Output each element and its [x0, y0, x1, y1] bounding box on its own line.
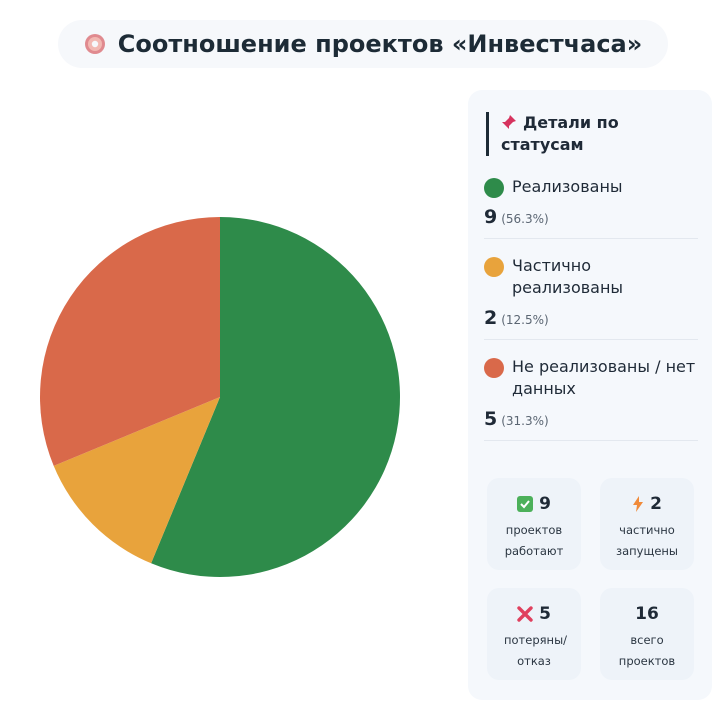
- stat-card: 2 частично запущены: [600, 478, 694, 570]
- donut-icon: [84, 34, 105, 54]
- chart-title: Соотношение проектов «Инвестчаса»: [117, 30, 643, 58]
- details-title-text: Детали по статусам: [501, 113, 619, 154]
- stat-label: частично запущены: [616, 523, 678, 558]
- legend-swatch: [484, 257, 504, 277]
- stat-value: 9: [539, 494, 551, 514]
- stat-label: проектов работают: [504, 523, 564, 558]
- percent-label: (56.3%): [501, 212, 549, 226]
- cross-icon: [517, 606, 533, 622]
- percent-label: (12.5%): [501, 313, 549, 327]
- pie-chart: [39, 217, 401, 577]
- legend: Реализованы 9 (56.3%) Частично реализованы 2…: [484, 172, 698, 453]
- legend-label: Реализованы: [484, 176, 698, 198]
- details-panel: Детали по статусам Реализованы 9 (56.3%) Ча…: [468, 90, 712, 700]
- legend-value: 5 (31.3%): [484, 408, 698, 430]
- stat-card: 5 потеряны/ отказ: [487, 588, 581, 680]
- stat-value: 16: [635, 604, 659, 624]
- count-label: 2: [484, 307, 498, 329]
- details-title: Детали по статусам: [486, 112, 701, 156]
- stat-label: потеряны/ отказ: [504, 633, 568, 668]
- legend-item: Частично реализованы 2 (12.5%): [484, 251, 698, 340]
- count-label: 5: [484, 408, 498, 430]
- legend-text: Частично реализованы: [512, 256, 624, 297]
- legend-label: Частично реализованы: [484, 255, 698, 299]
- check-icon: [517, 496, 534, 512]
- legend-value: 2 (12.5%): [484, 307, 698, 329]
- stat-card: 16 всего проектов: [600, 588, 694, 680]
- pie-slice: [151, 217, 401, 577]
- legend-value: 9 (56.3%): [484, 206, 698, 228]
- percent-label: (31.3%): [501, 414, 549, 428]
- stat-card: 9 проектов работают: [487, 478, 581, 570]
- legend-item: Не реализованы / нет данных 5 (31.3%): [484, 352, 698, 441]
- legend-label: Не реализованы / нет данных: [484, 356, 698, 400]
- bolt-icon: [633, 496, 644, 512]
- legend-text: Не реализованы / нет данных: [512, 357, 696, 398]
- pin-icon: [502, 115, 516, 129]
- legend-swatch: [484, 178, 504, 198]
- pie-slice: [39, 217, 221, 466]
- legend-swatch: [484, 358, 504, 378]
- title-bar: Соотношение проектов «Инвестчаса»: [58, 20, 668, 68]
- pie-slice: [53, 397, 220, 564]
- count-label: 9: [484, 206, 498, 228]
- stat-label: всего проектов: [618, 633, 676, 668]
- stat-value: 2: [650, 494, 662, 514]
- legend-item: Реализованы 9 (56.3%): [484, 172, 698, 239]
- stat-value: 5: [539, 604, 551, 624]
- legend-text: Реализованы: [512, 177, 623, 196]
